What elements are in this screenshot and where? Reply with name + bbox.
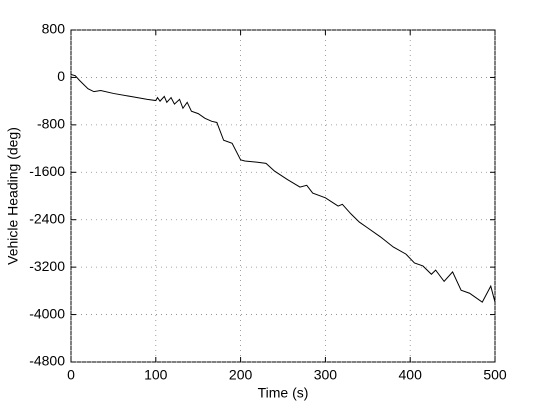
x-tick-label: 200	[229, 367, 253, 383]
y-tick-label: -800	[37, 116, 65, 132]
y-tick-label: -4800	[29, 353, 65, 369]
y-axis-label: Vehicle Heading (deg)	[5, 127, 21, 265]
y-tick-label: 800	[42, 21, 66, 37]
plot-frame	[70, 29, 496, 363]
y-tick-label: -1600	[29, 163, 65, 179]
y-tick-label: 0	[57, 68, 65, 84]
x-tick-label: 400	[399, 367, 423, 383]
y-tick-label: -3200	[29, 258, 65, 274]
x-tick-label: 0	[67, 367, 75, 383]
x-tick-label: 300	[314, 367, 338, 383]
x-axis-label: Time (s)	[258, 385, 309, 401]
data-line	[70, 73, 496, 303]
y-tick-label: -4000	[29, 305, 65, 321]
x-tick-label: 100	[144, 367, 168, 383]
y-tick-label: -2400	[29, 210, 65, 226]
x-tick-label: 500	[483, 367, 507, 383]
